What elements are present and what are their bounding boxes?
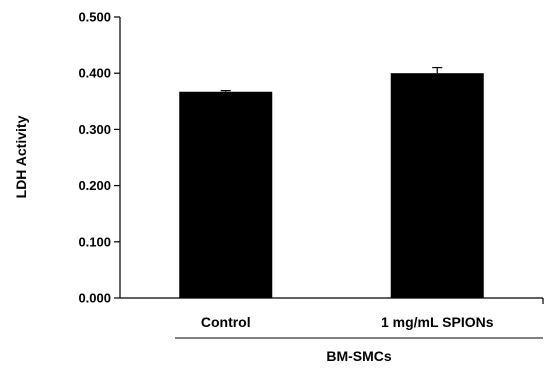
y-ticks bbox=[114, 16, 120, 299]
x-tick-labels: Control 1 mg/mL SPIONs bbox=[201, 314, 494, 330]
y-tick-label: 0.500 bbox=[78, 10, 111, 25]
y-axis-title: LDH Activity bbox=[13, 115, 29, 198]
error-bars bbox=[220, 66, 443, 92]
y-tick-label: 0.300 bbox=[78, 122, 111, 137]
y-tick-label: 0.000 bbox=[78, 291, 111, 306]
x-group-label: BM-SMCs bbox=[326, 348, 392, 364]
y-tick-label: 0.200 bbox=[78, 178, 111, 193]
y-tick-labels: 0.000 0.100 0.200 0.300 0.400 0.500 bbox=[78, 10, 111, 306]
y-tick-label: 0.100 bbox=[78, 234, 111, 249]
y-tick-label: 0.400 bbox=[78, 66, 111, 81]
x-tick-label: 1 mg/mL SPIONs bbox=[381, 314, 494, 330]
bars bbox=[179, 73, 484, 298]
bar bbox=[390, 73, 484, 298]
x-tick-label: Control bbox=[201, 314, 251, 330]
bar bbox=[179, 91, 273, 298]
